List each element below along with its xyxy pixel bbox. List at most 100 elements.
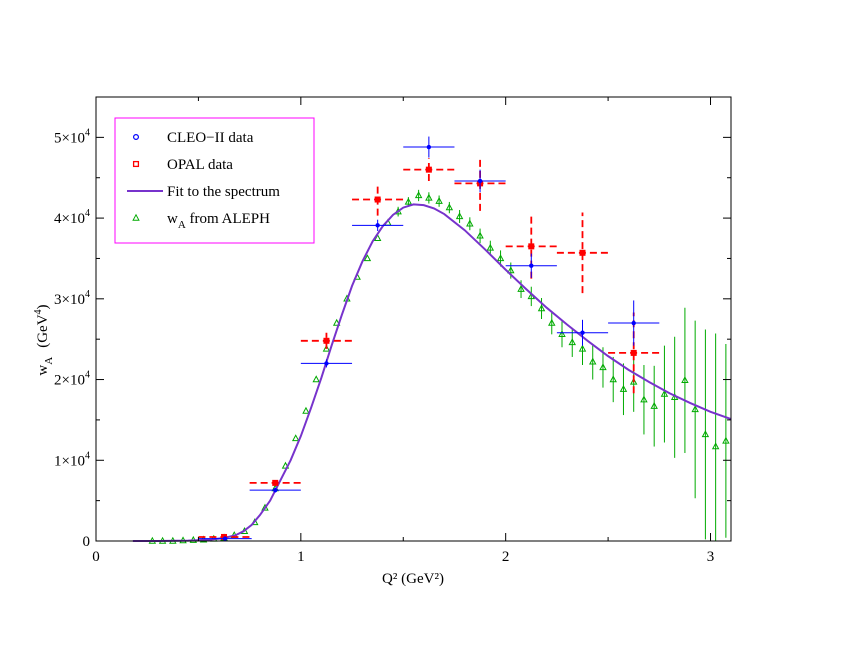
aleph-point-29 (445, 201, 454, 214)
x-tick-label-0: 0 (92, 549, 100, 565)
aleph-marker-26 (414, 191, 423, 199)
cleo-marker-5 (477, 178, 483, 184)
fit-fit-line (132, 203, 732, 542)
aleph-point-50 (660, 345, 669, 443)
y-tick-exponent-2: 4 (85, 370, 90, 381)
opal-marker-8 (630, 349, 637, 356)
aleph-marker-38 (537, 304, 546, 312)
y-axis-title-sub: A (43, 357, 55, 365)
aleph-marker-14 (291, 434, 300, 442)
legend-symbol-cleo (133, 134, 140, 141)
cleo-point-5 (454, 169, 506, 193)
y-axis-title-unit-exp: 4 (33, 309, 44, 314)
opal-point-6 (505, 214, 557, 279)
aleph-marker-16 (312, 375, 320, 383)
aleph-marker-43 (588, 357, 597, 365)
aleph-point-21 (363, 254, 372, 262)
aleph-marker-54 (701, 430, 710, 438)
y-axis-title-unit-close: ) (35, 304, 51, 309)
opal-marker-1 (272, 479, 279, 486)
aleph-marker-52 (681, 376, 689, 384)
y-tick-label-5: 5×104 (54, 127, 90, 146)
cleo-marker-0 (222, 536, 228, 541)
aleph-point-27 (425, 192, 433, 204)
aleph-point-43 (588, 344, 597, 380)
aleph-marker-44 (599, 363, 607, 371)
aleph-marker-32 (476, 231, 484, 239)
y-axis-title: wA (GeV4) (33, 304, 55, 375)
aleph-point-26 (414, 189, 423, 202)
legend-label-main-aleph: w (167, 211, 178, 227)
aleph-marker-45 (609, 375, 617, 383)
opal-marker-4 (425, 166, 432, 173)
x-tick-label-1: 1 (297, 549, 305, 565)
cleo-point-7 (556, 319, 609, 346)
y-tick-mantissa-2: 2 (54, 373, 62, 389)
aleph-point-32 (476, 228, 484, 244)
y-tick-base-3: ×10 (62, 292, 85, 308)
opal-marker-6 (528, 243, 535, 250)
y-tick-base-2: ×10 (62, 373, 85, 389)
opal-marker-2 (323, 337, 330, 344)
legend-label-main-opal: OPAL data (167, 157, 233, 173)
aleph-point-56 (722, 344, 730, 538)
cleo-point-2 (300, 359, 353, 368)
aleph-point-49 (650, 365, 658, 447)
legend-marker-opal (132, 160, 140, 168)
aleph-point-48 (640, 365, 648, 435)
aleph-marker-36 (517, 284, 525, 292)
aleph-marker-18 (332, 318, 341, 326)
aleph-point-15 (302, 406, 310, 414)
aleph-point-14 (291, 434, 300, 442)
cleo-marker-2 (324, 361, 329, 366)
x-tick-label-2: 2 (502, 549, 510, 565)
aleph-marker-56 (722, 436, 730, 444)
aleph-marker-34 (496, 254, 505, 262)
y-tick-base-4: ×10 (62, 211, 85, 227)
cleo-point-6 (505, 253, 557, 278)
y-tick-mantissa-5: 5 (54, 130, 62, 146)
aleph-marker-49 (650, 401, 658, 409)
aleph-marker-33 (486, 243, 495, 251)
aleph-point-53 (691, 320, 699, 499)
y-tick-base-1: ×10 (62, 453, 85, 469)
legend-label-main-cleo: CLEO−II data (167, 130, 254, 146)
cleo-marker-4 (426, 144, 432, 150)
cleo-point-8 (608, 300, 660, 346)
aleph-marker-29 (445, 203, 454, 211)
aleph-point-39 (548, 311, 556, 335)
legend-label-cleo: CLEO−II data (167, 130, 254, 146)
aleph-marker-47 (629, 377, 638, 385)
cleo-marker-3 (375, 223, 380, 228)
opal-point-7 (556, 212, 609, 294)
legend-box (114, 117, 315, 244)
opal-point-3 (352, 183, 404, 216)
legend-symbol-opal (132, 160, 140, 168)
x-axis: 0 1 2 3 (92, 97, 714, 565)
opal-marker-7 (579, 249, 586, 256)
opal-marker-3 (374, 196, 381, 203)
y-tick-exponent-4: 4 (85, 208, 90, 219)
aleph-point-30 (455, 210, 464, 223)
legend-label-opal: OPAL data (167, 157, 233, 173)
aleph-marker-42 (578, 344, 587, 352)
opal-point-4 (403, 158, 455, 181)
aleph-point-52 (681, 307, 689, 454)
legend-label-fit: Fit to the spectrum (167, 184, 280, 200)
cleo-marker-8 (631, 320, 636, 326)
y-tick-mantissa-3: 3 (54, 292, 62, 308)
plot-frame (95, 96, 732, 542)
y-tick-base-5: ×10 (62, 130, 85, 146)
aleph-point-17 (322, 344, 331, 352)
y-axis-title-unit: (GeV (35, 314, 51, 347)
aleph-marker-25 (404, 197, 413, 205)
y-axis-title-main: w (35, 365, 51, 376)
opal-point-2 (300, 332, 353, 349)
legend-label-main-fit: Fit to the spectrum (167, 184, 280, 200)
aleph-marker-40 (558, 330, 566, 338)
legend: CLEO−II data OPAL data Fit to the spectrum… (114, 117, 315, 244)
aleph-marker-35 (507, 266, 515, 274)
